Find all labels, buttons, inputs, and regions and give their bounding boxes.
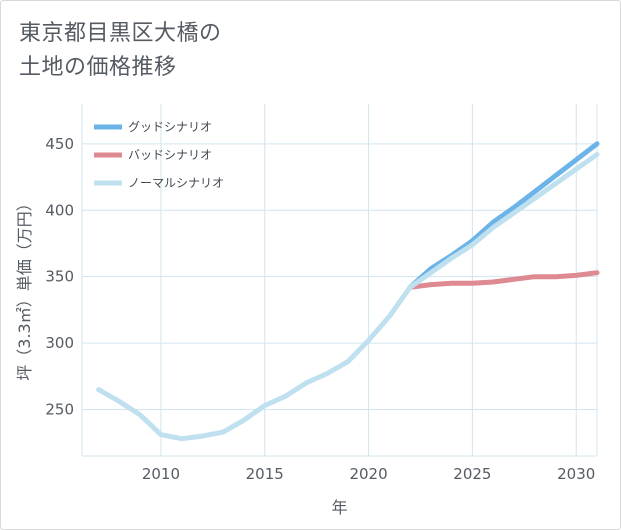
x-tick-label: 2015	[246, 465, 284, 483]
x-tick-label: 2025	[453, 465, 491, 483]
y-tick-label: 250	[45, 401, 74, 419]
x-axis-label: 年	[331, 498, 347, 517]
series-line-2	[96, 152, 600, 442]
legend-label: ノーマルシナリオ	[128, 176, 224, 190]
grid-lines	[81, 104, 598, 457]
series-layer	[96, 141, 600, 442]
y-axis-label: 坪（3.3㎡）単価（万円）	[15, 195, 34, 380]
chart-title: 東京都目黒区大橋の 土地の価格推移	[19, 17, 222, 85]
chart-title-line-1: 東京都目黒区大橋の	[19, 21, 222, 46]
axis-ticks: 2010 2015 2020 2025 2030 250 300 350 400 450	[45, 135, 595, 483]
y-tick-label: 350	[45, 268, 74, 286]
y-tick-label: 400	[45, 201, 74, 219]
series-line-0	[407, 141, 600, 290]
legend-label: グッドシナリオ	[128, 120, 212, 134]
chart-title-line-2: 土地の価格推移	[19, 55, 177, 80]
x-tick-label: 2030	[557, 465, 595, 483]
legend-item-0[interactable]: グッドシナリオ	[94, 120, 212, 134]
y-tick-label: 450	[45, 135, 74, 153]
x-tick-label: 2010	[142, 465, 180, 483]
series-line-1	[407, 270, 600, 290]
legend-item-2[interactable]: ノーマルシナリオ	[94, 176, 224, 190]
legend-label: バッドシナリオ	[128, 148, 212, 162]
legend-item-1[interactable]: バッドシナリオ	[94, 148, 212, 162]
x-tick-label: 2020	[349, 465, 387, 483]
y-tick-label: 300	[45, 334, 74, 352]
